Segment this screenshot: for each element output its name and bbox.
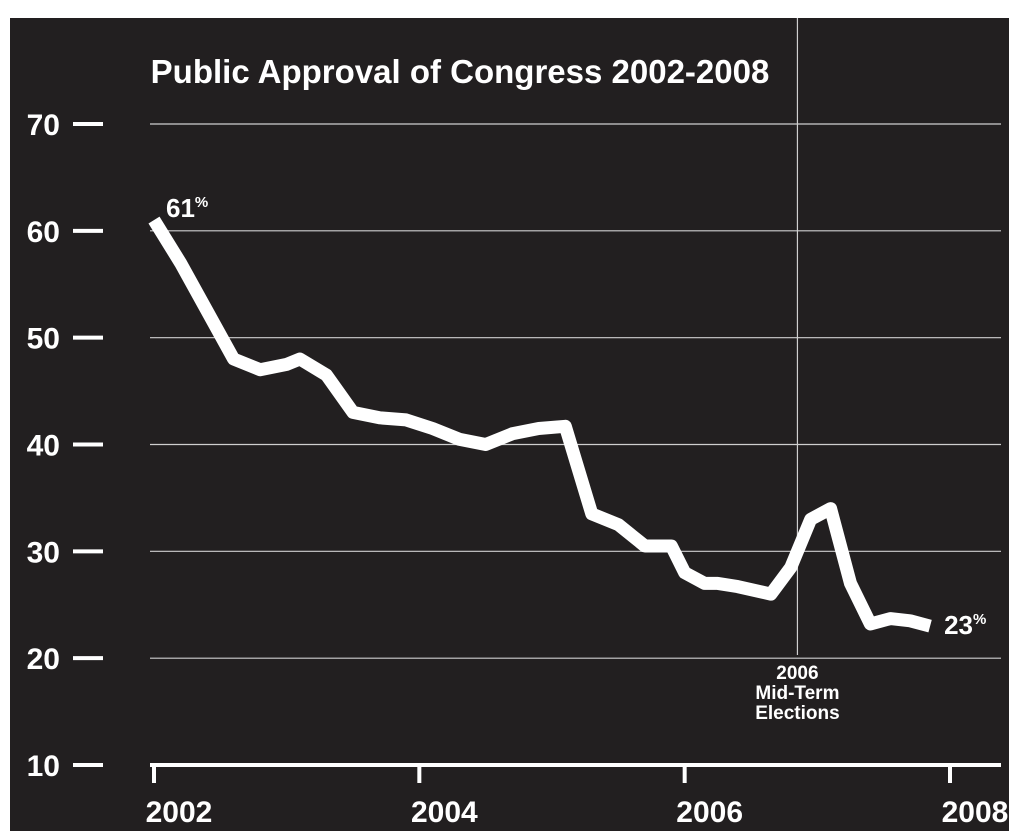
x-tick-label-2002: 2002: [146, 796, 213, 829]
gridlines: [150, 123, 1001, 659]
y-tick-label-60: 60: [27, 216, 60, 249]
midterm-label-line-0: 2006: [776, 663, 818, 684]
midterm-label-line-1: Mid-Term: [755, 683, 839, 704]
y-tick-label-20: 20: [27, 643, 60, 676]
midterm-label-line-2: Elections: [755, 703, 839, 724]
y-tick-label-50: 50: [27, 323, 60, 356]
x-tick-label-2008: 2008: [942, 796, 1009, 829]
data-labels: 61%23%: [166, 193, 986, 640]
y-tick-label-10: 10: [27, 750, 60, 783]
y-tick-label-70: 70: [27, 109, 60, 142]
data-label-percent: %: [973, 611, 986, 628]
x-tick-label-2006: 2006: [676, 796, 743, 829]
y-tick-label-30: 30: [27, 536, 60, 569]
data-label-percent: %: [195, 194, 208, 211]
data-label-value: 61: [166, 193, 195, 223]
y-tick-label-40: 40: [27, 430, 60, 463]
data-label-61: 61%: [166, 193, 208, 223]
chart-title: Public Approval of Congress 2002-2008: [151, 53, 770, 90]
data-label-23: 23%: [944, 610, 986, 640]
x-tick-label-2004: 2004: [411, 796, 478, 829]
data-label-value: 23: [944, 610, 973, 640]
series-line-0: [148, 216, 932, 633]
x-axis: 2002 2004 2006 2008: [146, 763, 1009, 829]
chart-background: [10, 18, 1009, 831]
series-group: [148, 216, 932, 633]
y-axis: 70 60 50 40 30 20 10: [27, 109, 103, 783]
